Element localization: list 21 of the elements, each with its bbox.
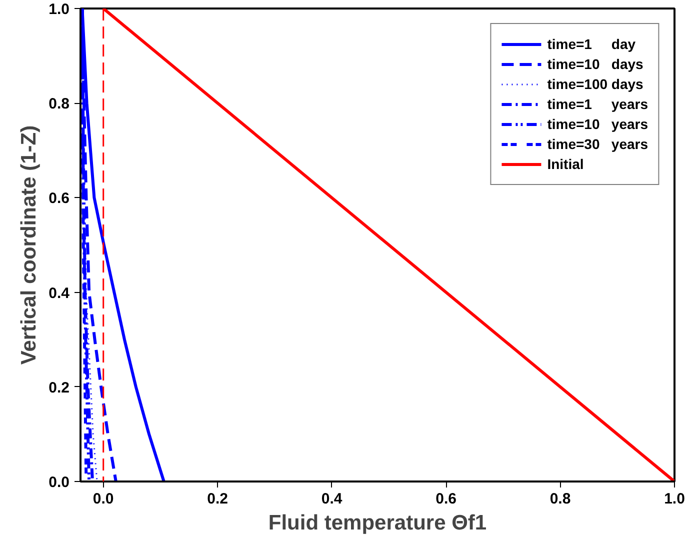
x-tick-label: 0.6 xyxy=(436,490,456,508)
x-tick-label: 0.4 xyxy=(321,490,343,508)
x-tick-label: 0.0 xyxy=(92,490,114,508)
legend-label: time=100 days xyxy=(547,76,644,92)
y-tick-label: 1.0 xyxy=(48,1,70,18)
y-axis-title: Vertical coordinate (1-Z) xyxy=(18,125,41,365)
legend-label: time=10 years xyxy=(547,116,648,132)
x-tick-label: 1.0 xyxy=(664,490,685,508)
x-tick-label: 0.8 xyxy=(550,490,571,508)
legend-label: time=1 years xyxy=(547,96,648,112)
y-tick-label: 0.6 xyxy=(48,190,70,208)
legend-label: time=10 days xyxy=(547,56,644,72)
legend-label: Initial xyxy=(547,156,584,172)
x-tick-label: 0.2 xyxy=(207,490,228,508)
legend-label: time=30 years xyxy=(547,136,648,152)
y-tick-label: 0.4 xyxy=(48,284,70,302)
y-tick-label: 0.2 xyxy=(48,379,70,396)
x-axis-title: Fluid temperature Θf1 xyxy=(268,512,487,534)
y-tick-label: 0.8 xyxy=(48,96,70,113)
y-tick-label: 0.0 xyxy=(48,474,70,491)
legend-label: time=1 day xyxy=(547,36,636,52)
